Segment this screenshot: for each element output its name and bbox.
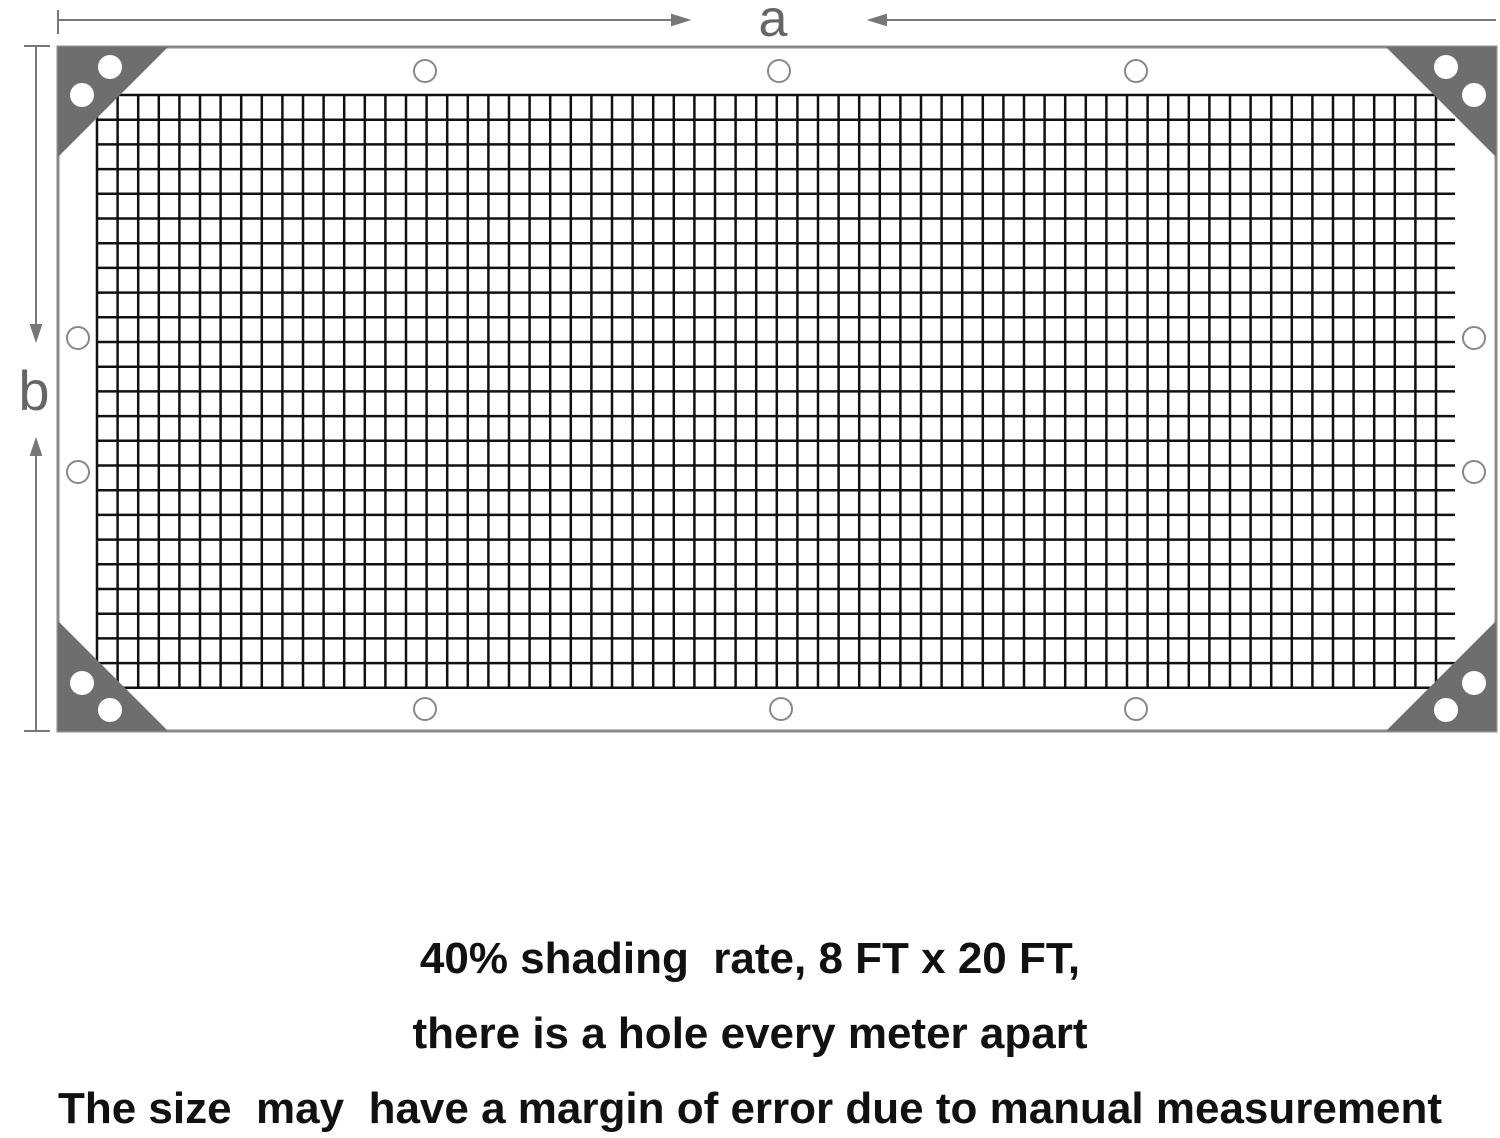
dimension-label-b: b	[18, 359, 49, 422]
corner-patch	[1386, 621, 1496, 731]
grommet	[413, 697, 437, 721]
caption-line-1: 40% shading rate, 8 FT x 20 FT,	[419, 934, 1081, 983]
dimension-label-a: a	[759, 0, 788, 48]
corner-hole	[70, 671, 94, 695]
shade-net-diagram: a b	[18, 0, 1498, 733]
grommet	[66, 460, 90, 484]
corner-patch	[58, 47, 168, 157]
corner-patch	[1386, 47, 1496, 157]
grommet	[1462, 326, 1486, 350]
corner-hole	[70, 83, 94, 107]
corner-hole	[1462, 671, 1486, 695]
dimension-lines	[24, 10, 1496, 732]
grommet	[1124, 59, 1148, 83]
grommet	[1124, 697, 1148, 721]
caption-line-3: The size may have a margin of error due …	[57, 1084, 1442, 1133]
corner-hole	[1462, 83, 1486, 107]
grommet	[767, 59, 791, 83]
grommet	[1462, 460, 1486, 484]
mesh-grid	[95, 93, 1455, 690]
corner-hole	[1434, 55, 1458, 79]
corner-hole	[98, 55, 122, 79]
edge-grommets	[66, 59, 1486, 721]
corner-patch	[58, 621, 168, 731]
grommet	[769, 697, 793, 721]
corner-hole	[1434, 698, 1458, 722]
caption-line-2: there is a hole every meter apart	[412, 1009, 1088, 1058]
corner-reinforcements	[58, 47, 1496, 731]
corner-hole	[98, 698, 122, 722]
grommet	[413, 59, 437, 83]
grommet	[66, 326, 90, 350]
